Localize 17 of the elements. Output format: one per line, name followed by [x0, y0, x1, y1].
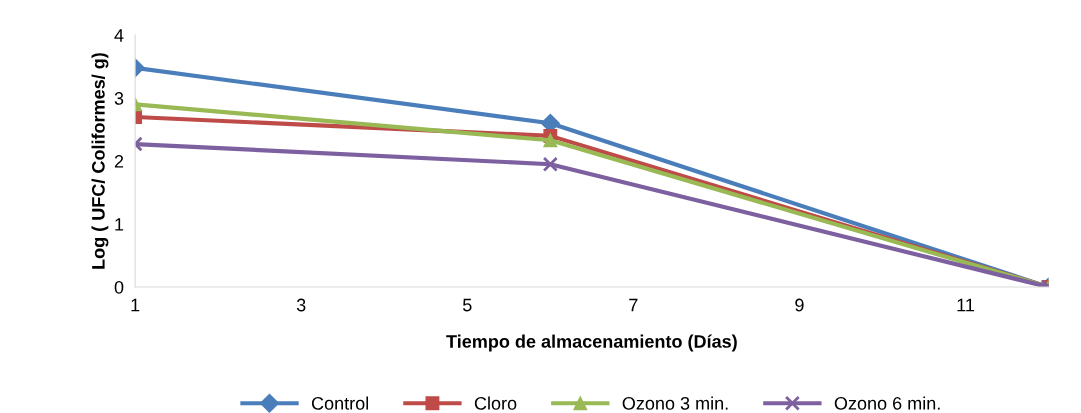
y-tick-label: 0	[114, 280, 124, 294]
x-tick-label: 11	[957, 298, 975, 312]
y-axis-title: Log ( UFC/ Coliformes/ g)	[91, 53, 109, 269]
x-tick-label: 9	[795, 298, 804, 312]
y-tick-label: 4	[114, 29, 124, 42]
legend-label: Cloro	[474, 396, 517, 410]
x-tick-label: 3	[296, 298, 306, 312]
x-axis-title: Tiempo de almacenamiento (Días)	[446, 334, 737, 352]
legend-label: Control	[311, 396, 369, 410]
legend-label: Ozono 3 min.	[622, 396, 728, 410]
x-tick-label: 5	[462, 298, 472, 312]
y-tick-label: 2	[114, 155, 124, 168]
x-tick-label: 1	[131, 298, 140, 312]
y-tick-label: 3	[114, 92, 124, 105]
legend-label: Ozono 6 min.	[834, 396, 940, 410]
x-tick-label: 7	[629, 298, 638, 312]
y-tick-label: 1	[115, 218, 124, 231]
